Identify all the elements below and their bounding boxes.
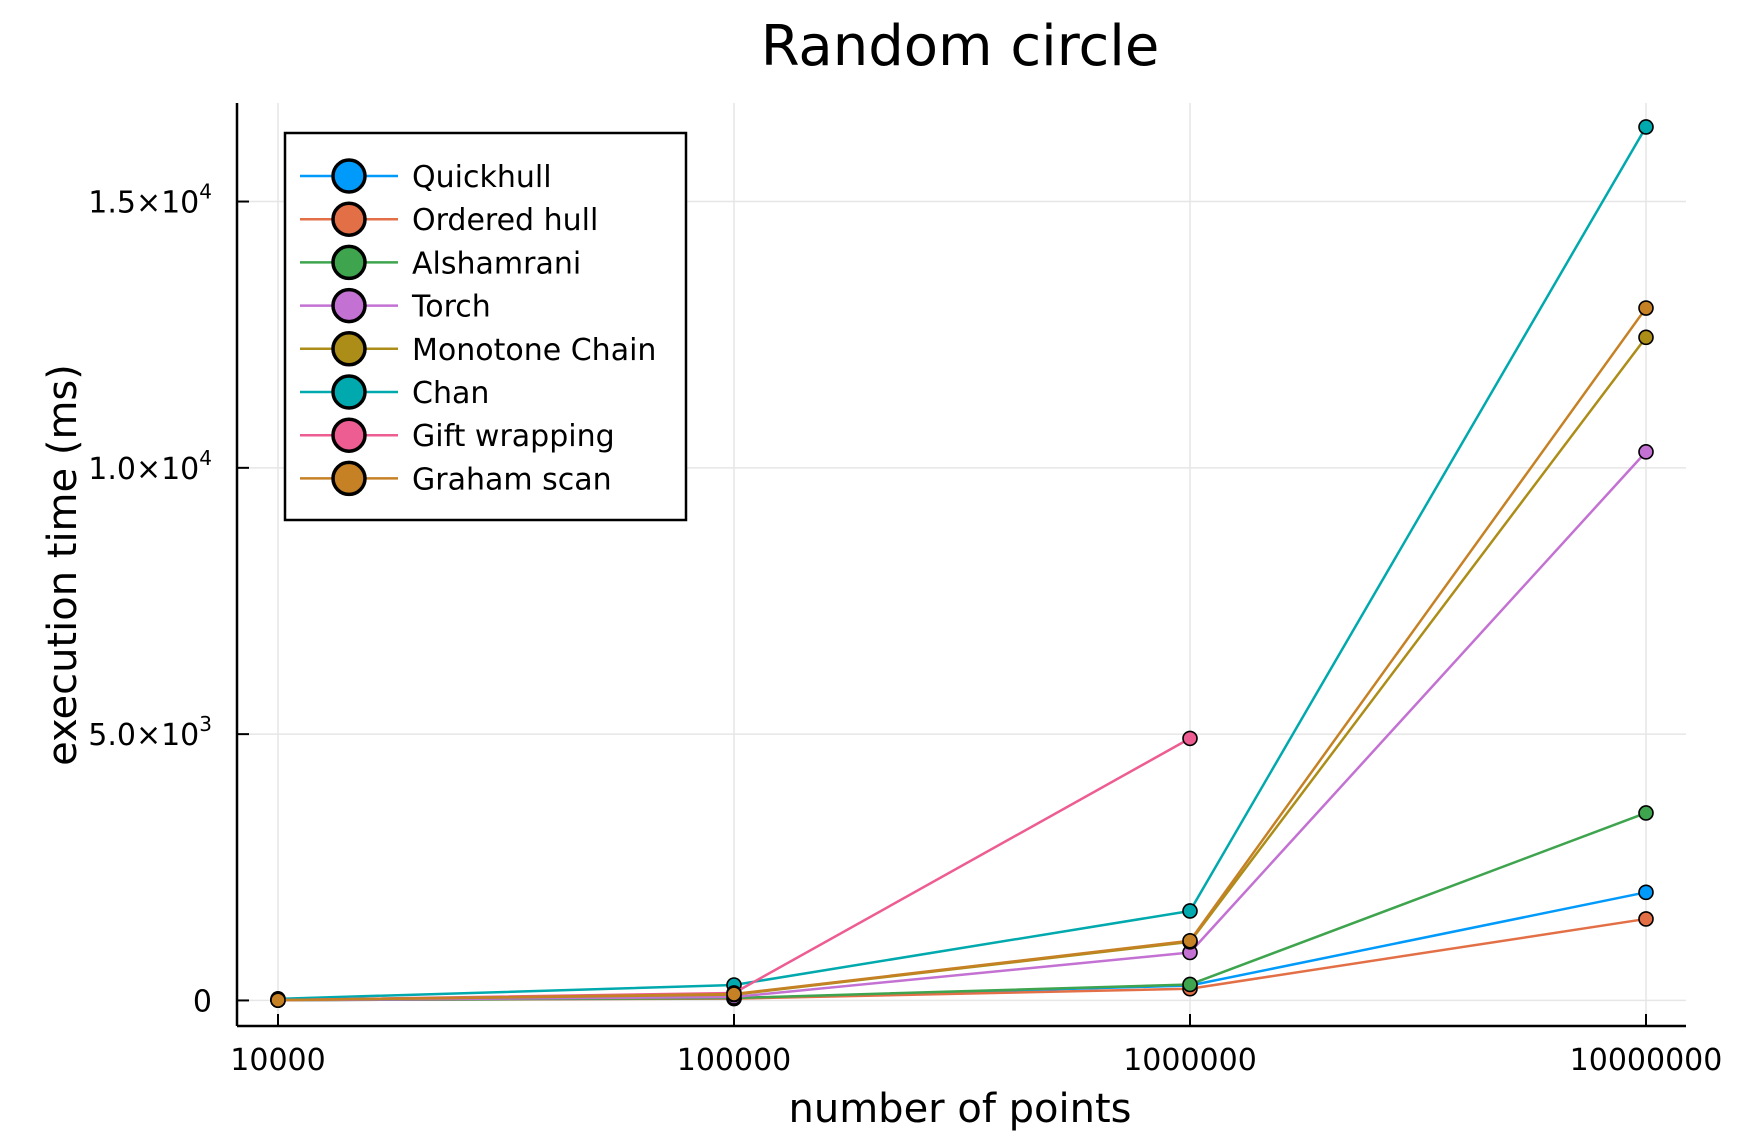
- data-point: [1638, 300, 1654, 316]
- legend-entry: Graham scan: [300, 460, 612, 497]
- legend-label: Graham scan: [412, 462, 612, 497]
- legend-marker: [331, 331, 367, 367]
- series-graham-scan: [270, 300, 1654, 1008]
- x-tick-label: 100000: [677, 1043, 792, 1078]
- legend-marker: [331, 374, 367, 410]
- y-tick-label: 5.0×103: [88, 712, 212, 753]
- data-point: [1638, 119, 1654, 135]
- data-point: [1182, 903, 1198, 919]
- chart-title: Random circle: [761, 14, 1160, 79]
- legend-entry: Gift wrapping: [300, 417, 615, 454]
- legend-entry: Monotone Chain: [300, 331, 656, 368]
- x-tick-label: 10000000: [1570, 1043, 1723, 1078]
- series-line: [277, 126, 1648, 1001]
- data-point: [1638, 884, 1654, 901]
- tick-labels: 10000 100000 1000000 10000000 0 5.0×103 1.0×10…: [88, 180, 1722, 1078]
- y-tick-label: 0: [193, 984, 212, 1019]
- data-point: [1182, 730, 1198, 747]
- data-point: [1182, 932, 1198, 949]
- legend-label: Ordered hull: [412, 203, 598, 238]
- data-point: [1638, 329, 1654, 346]
- data-point: [1638, 911, 1654, 927]
- y-axis-label: execution time (ms): [40, 364, 86, 766]
- legend-marker: [331, 417, 367, 453]
- legend-label: Gift wrapping: [412, 419, 615, 454]
- data-point: [270, 992, 286, 1008]
- legend-label: Chan: [412, 376, 489, 411]
- legend-marker: [331, 201, 367, 237]
- legend-entry: Chan: [300, 374, 489, 411]
- legend-marker: [331, 244, 367, 281]
- series-line: [277, 307, 1648, 1002]
- legend-label: Monotone Chain: [412, 333, 656, 368]
- legend-label: Quickhull: [412, 160, 552, 195]
- legend-entry: Quickhull: [300, 158, 552, 195]
- legend-marker: [331, 460, 367, 497]
- series-group: [270, 119, 1654, 1008]
- y-tick-label: 1.0×104: [88, 446, 212, 487]
- legend-entry: Ordered hull: [300, 201, 598, 238]
- data-point: [1638, 444, 1654, 460]
- legend-box: [283, 131, 688, 522]
- axes: [235, 103, 1686, 1028]
- y-tick-label: 1.5×104: [88, 180, 212, 221]
- legend-entry: Torch: [300, 287, 491, 325]
- legend-label: Alshamrani: [412, 246, 581, 281]
- legend: Quickhull Ordered hull Alshamrani Torch Mono…: [283, 131, 688, 522]
- legend-marker: [331, 158, 367, 194]
- x-tick-label: 10000: [230, 1043, 325, 1078]
- data-point: [1638, 805, 1654, 821]
- x-axis-label: number of points: [789, 1086, 1132, 1132]
- data-point: [1182, 976, 1198, 993]
- x-tick-label: 1000000: [1123, 1043, 1257, 1078]
- legend-label: Torch: [411, 290, 491, 325]
- legend-marker: [331, 287, 367, 324]
- data-point: [726, 986, 742, 1002]
- legend-entry: Alshamrani: [300, 244, 581, 281]
